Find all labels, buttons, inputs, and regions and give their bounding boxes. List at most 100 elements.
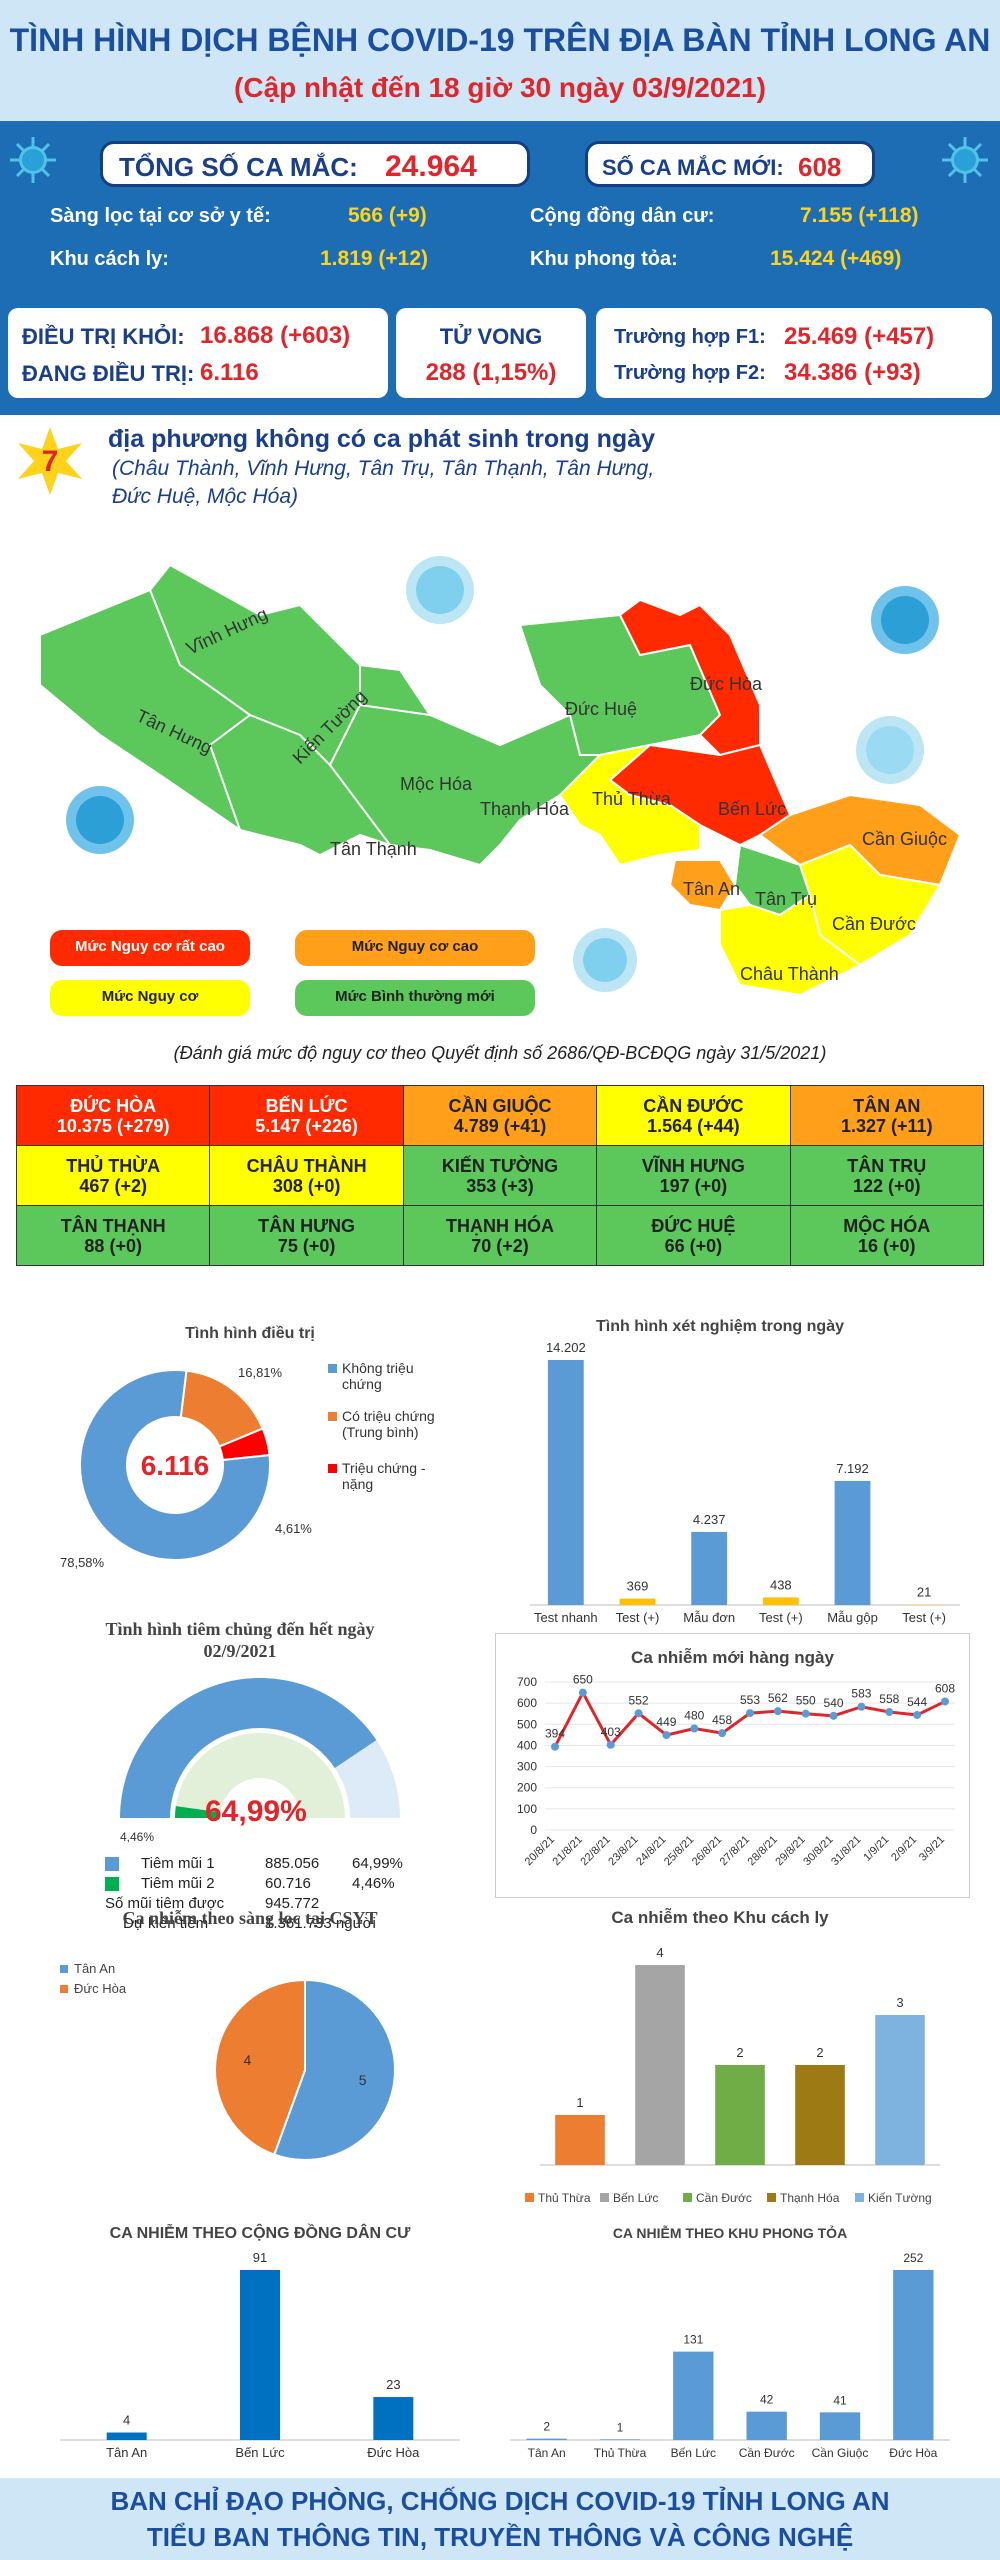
district-cell: CẦN ĐƯỚC 1.564 (+44) xyxy=(596,1085,791,1146)
screening-pie-chart: 5 4 Tân An Đức Hòa xyxy=(60,1961,396,2161)
category-label: Đức Hòa xyxy=(889,2446,937,2460)
data-point xyxy=(773,1707,782,1716)
x-tick-label: 1/9/21 xyxy=(861,1834,891,1864)
district-cell: TÂN TRỤ 122 (+0) xyxy=(789,1145,985,1206)
district-label: Cần Đước xyxy=(832,914,916,934)
recovered-label: ĐIỀU TRỊ KHỎI: xyxy=(22,324,185,349)
virus-icon xyxy=(66,556,939,992)
slice-value-label: 5 xyxy=(359,2072,367,2088)
bar xyxy=(746,2411,787,2440)
screening-value: 566 (+9) xyxy=(348,204,427,227)
bar-value-label: 91 xyxy=(253,2250,267,2265)
data-point xyxy=(578,1688,587,1697)
quarantine-chart-title: Ca nhiễm theo Khu cách ly xyxy=(611,1908,829,1927)
y-tick-label: 300 xyxy=(517,1760,537,1774)
category-label: Test nhanh xyxy=(534,1610,598,1625)
bar xyxy=(555,2115,605,2165)
virus-icon xyxy=(10,137,56,183)
district-cases: 467 (+2) xyxy=(79,1175,147,1196)
y-tick-label: 400 xyxy=(517,1738,537,1752)
stats-panel: TỔNG SỐ CA MẮC: 24.964 SỐ CA MẮC MỚI: 60… xyxy=(0,125,1000,415)
footer-line1: BAN CHỈ ĐẠO PHÒNG, CHỐNG DỊCH COVID-19 T… xyxy=(110,2486,890,2516)
legend-label: Không triệu chứng xyxy=(342,1360,414,1392)
data-label: 449 xyxy=(656,1715,676,1729)
district-label: Đức Huệ xyxy=(565,699,637,719)
district-cell: CHÂU THÀNH 308 (+0) xyxy=(209,1145,404,1206)
y-tick-label: 700 xyxy=(517,1675,537,1689)
treating-value: 6.116 xyxy=(200,359,259,386)
category-label: Bến Lức xyxy=(235,2445,285,2460)
bar-value-label: 1 xyxy=(617,2420,624,2434)
new-cases-value: 608 xyxy=(798,152,842,182)
bar-value-label: 23 xyxy=(386,2377,400,2392)
bar-value-label: 252 xyxy=(903,2251,923,2265)
data-label: 403 xyxy=(601,1725,621,1739)
bar xyxy=(635,1965,685,2165)
district-label: Thủ Thừa xyxy=(592,789,672,809)
district-label: Tân Thạnh xyxy=(330,839,417,859)
bar-value-label: 2 xyxy=(736,2045,743,2060)
legend-swatch xyxy=(525,2193,534,2202)
daily-line-frame xyxy=(495,1633,970,1898)
district-cell: VĨNH HƯNG 197 (+0) xyxy=(596,1145,791,1206)
bar-value-label: 42 xyxy=(760,2393,774,2407)
total-cases-value: 24.964 xyxy=(385,150,477,183)
pie-slice xyxy=(214,1978,306,2156)
f1-value: 25.469 (+457) xyxy=(784,323,935,350)
bar xyxy=(762,1597,799,1605)
bar-value-label: 41 xyxy=(833,2393,847,2407)
x-tick-label: 20/8/21 xyxy=(523,1834,557,1868)
map-sub1: (Châu Thành, Vĩnh Hưng, Tân Trụ, Tân Thạ… xyxy=(112,457,655,480)
district-cases: 353 (+3) xyxy=(466,1175,534,1196)
donut-center-label: 6.116 xyxy=(141,1450,210,1481)
category-label: Bến Lức xyxy=(671,2446,716,2460)
bar-value-label: 4 xyxy=(656,1945,663,1960)
district-label: Cần Giuộc xyxy=(862,829,947,849)
community-label: Cộng đồng dân cư: xyxy=(530,205,715,227)
district-cell: BẾN LỨC 5.147 (+226) xyxy=(209,1085,404,1146)
vaccination-center-label: 64,99% xyxy=(205,1795,307,1828)
legend-swatch xyxy=(328,1364,337,1373)
legend-label: Thạnh Hóa xyxy=(780,2191,840,2205)
bar xyxy=(691,1531,728,1605)
district-label: Châu Thành xyxy=(740,964,839,984)
death-box: TỬ VONG 288 (1,15%) xyxy=(396,308,586,398)
vaccination-row-label: Tiêm mũi 2 xyxy=(141,1875,215,1892)
map-sub2: Đức Huệ, Mộc Hóa) xyxy=(112,485,299,508)
y-tick-label: 200 xyxy=(517,1781,537,1795)
quarantine-value: 1.819 (+12) xyxy=(320,247,428,270)
y-tick-label: 0 xyxy=(530,1823,537,1837)
district-name: ĐỨC HÒA xyxy=(70,1095,157,1116)
x-tick-label: 31/8/21 xyxy=(829,1834,863,1868)
category-label: Thủ Thừa xyxy=(594,2446,647,2460)
district-label: Đức Hòa xyxy=(690,674,763,694)
quarantine-bar-chart: 1 4 2 2 3 Thủ Thừa Bến Lức Cần Đước Thạnh Hóa Kiế… xyxy=(525,1945,940,2205)
vaccination-row: Tiêm mũi 1 885.056 64,99% xyxy=(105,1855,425,1875)
treatment-chart-title: Tình hình điều trị xyxy=(185,1325,315,1342)
district-cell: THỦ THỪA 467 (+2) xyxy=(15,1145,211,1206)
virus-icon xyxy=(942,137,988,183)
y-tick-label: 500 xyxy=(517,1717,537,1731)
vaccination-row: Tiêm mũi 2 60.716 4,46% xyxy=(105,1875,425,1895)
community-value: 7.155 (+118) xyxy=(800,204,919,227)
y-tick-label: 100 xyxy=(517,1802,537,1816)
bar xyxy=(875,2015,925,2165)
treatment-box: ĐIỀU TRỊ KHỎI: 16.868 (+603) ĐANG ĐIỀU T… xyxy=(8,308,388,398)
header: TÌNH HÌNH DỊCH BỆNH COVID-19 TRÊN ĐỊA BÀ… xyxy=(0,0,1000,125)
vaccination-small-label: 4,46% xyxy=(120,1830,155,1844)
x-tick-label: 28/8/21 xyxy=(746,1834,780,1868)
screening-label: Sàng lọc tại cơ sở y tế: xyxy=(50,205,271,227)
category-label: Test (+) xyxy=(616,1610,660,1625)
x-tick-label: 22/8/21 xyxy=(578,1834,612,1868)
vaccination-gauge xyxy=(120,1678,400,1818)
footer: BAN CHỈ ĐẠO PHÒNG, CHỐNG DỊCH COVID-19 T… xyxy=(0,2478,1000,2560)
district-cell: ĐỨC HÒA 10.375 (+279) xyxy=(15,1085,211,1146)
slice-value-label: 16,81% xyxy=(238,1365,283,1380)
data-point xyxy=(941,1697,949,1706)
district-label: Tân Trụ xyxy=(755,889,817,909)
lockdown-chart-title: CA NHIỄM THEO KHU PHONG TỎA xyxy=(612,2225,848,2241)
bar-value-label: 438 xyxy=(770,1577,792,1592)
bar-value-label: 21 xyxy=(917,1585,931,1600)
data-label: 558 xyxy=(879,1692,899,1706)
bar-value-label: 2 xyxy=(543,2420,550,2434)
